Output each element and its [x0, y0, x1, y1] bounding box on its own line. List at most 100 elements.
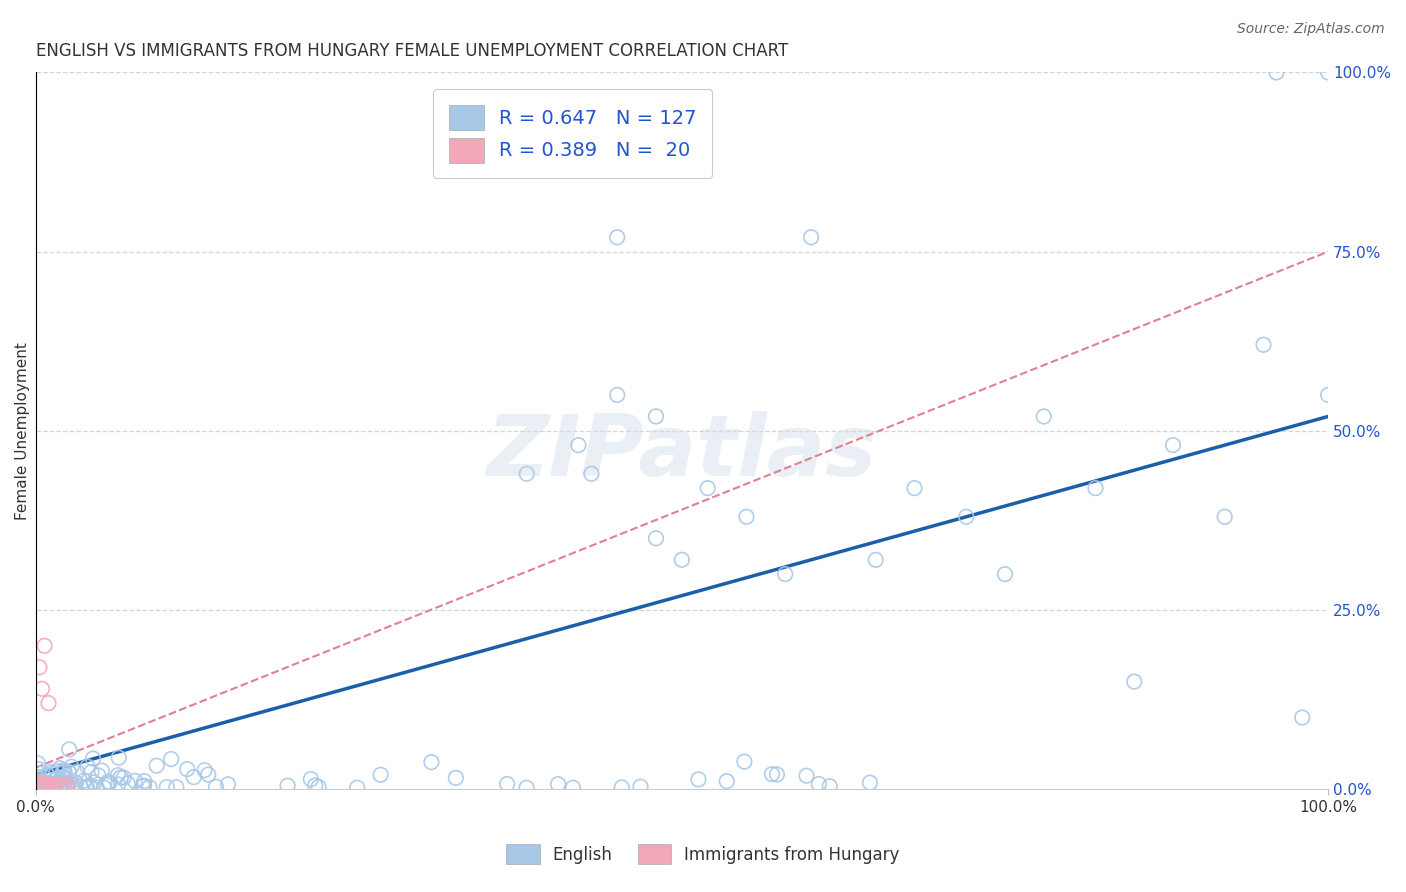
- Point: [688, 772, 710, 787]
- Point: [28, 762, 51, 776]
- Point: [39, 765, 62, 780]
- Point: [25, 780, 48, 795]
- Point: [45, 772, 67, 786]
- Point: [193, 763, 215, 777]
- Point: [903, 481, 925, 495]
- Point: [304, 779, 326, 793]
- Point: [53, 771, 76, 785]
- Point: [97, 774, 120, 789]
- Point: [107, 768, 129, 782]
- Point: [1213, 509, 1236, 524]
- Point: [1291, 710, 1313, 724]
- Point: [955, 509, 977, 524]
- Point: [308, 780, 330, 794]
- Point: [45, 764, 67, 778]
- Point: [800, 230, 823, 244]
- Text: ENGLISH VS IMMIGRANTS FROM HUNGARY FEMALE UNEMPLOYMENT CORRELATION CHART: ENGLISH VS IMMIGRANTS FROM HUNGARY FEMAL…: [35, 42, 787, 60]
- Point: [39, 779, 62, 793]
- Legend: English, Immigrants from Hungary: English, Immigrants from Hungary: [499, 838, 907, 871]
- Point: [53, 776, 76, 790]
- Point: [567, 438, 589, 452]
- Point: [27, 779, 49, 793]
- Point: [32, 779, 55, 793]
- Point: [1084, 481, 1107, 495]
- Point: [31, 775, 53, 789]
- Point: [51, 778, 73, 792]
- Point: [183, 770, 205, 784]
- Point: [37, 778, 59, 792]
- Point: [90, 764, 112, 778]
- Point: [41, 780, 63, 794]
- Point: [110, 771, 132, 785]
- Point: [1253, 338, 1275, 352]
- Point: [859, 775, 882, 789]
- Point: [52, 766, 75, 780]
- Point: [87, 768, 110, 782]
- Point: [1161, 438, 1184, 452]
- Point: [34, 771, 56, 785]
- Point: [60, 760, 83, 774]
- Point: [735, 509, 758, 524]
- Point: [165, 780, 187, 794]
- Point: [28, 778, 51, 792]
- Point: [138, 780, 160, 795]
- Text: ZIPatlas: ZIPatlas: [486, 411, 877, 494]
- Point: [34, 778, 56, 792]
- Point: [28, 774, 51, 789]
- Point: [55, 777, 77, 791]
- Point: [35, 779, 58, 793]
- Point: [370, 768, 392, 782]
- Point: [766, 767, 789, 781]
- Point: [30, 779, 52, 793]
- Point: [205, 780, 228, 794]
- Point: [35, 780, 58, 795]
- Point: [44, 780, 66, 795]
- Point: [58, 764, 80, 779]
- Point: [34, 639, 56, 653]
- Point: [58, 765, 80, 780]
- Point: [48, 779, 70, 793]
- Point: [35, 775, 58, 789]
- Point: [86, 780, 108, 795]
- Point: [606, 230, 628, 244]
- Point: [70, 780, 93, 794]
- Point: [96, 778, 118, 792]
- Point: [76, 780, 98, 795]
- Point: [645, 531, 668, 545]
- Point: [277, 779, 299, 793]
- Point: [1265, 65, 1288, 79]
- Point: [496, 777, 519, 791]
- Point: [25, 770, 48, 784]
- Point: [117, 776, 139, 790]
- Point: [49, 761, 72, 775]
- Point: [1032, 409, 1054, 424]
- Point: [37, 780, 59, 795]
- Point: [197, 767, 219, 781]
- Point: [37, 768, 59, 782]
- Point: [49, 780, 72, 794]
- Point: [1123, 674, 1146, 689]
- Point: [124, 773, 146, 788]
- Point: [53, 764, 76, 779]
- Point: [107, 777, 129, 791]
- Point: [41, 766, 63, 780]
- Text: Source: ZipAtlas.com: Source: ZipAtlas.com: [1237, 22, 1385, 37]
- Point: [865, 553, 887, 567]
- Point: [31, 681, 53, 696]
- Point: [56, 778, 79, 792]
- Point: [420, 755, 443, 769]
- Point: [53, 779, 76, 793]
- Point: [733, 755, 755, 769]
- Point: [38, 778, 60, 792]
- Point: [630, 780, 652, 794]
- Point: [346, 780, 368, 795]
- Y-axis label: Female Unemployment: Female Unemployment: [15, 342, 30, 520]
- Point: [46, 776, 69, 790]
- Point: [796, 769, 818, 783]
- Point: [59, 775, 82, 789]
- Point: [444, 771, 467, 785]
- Point: [112, 771, 135, 785]
- Point: [98, 776, 121, 790]
- Point: [516, 467, 538, 481]
- Point: [37, 779, 59, 793]
